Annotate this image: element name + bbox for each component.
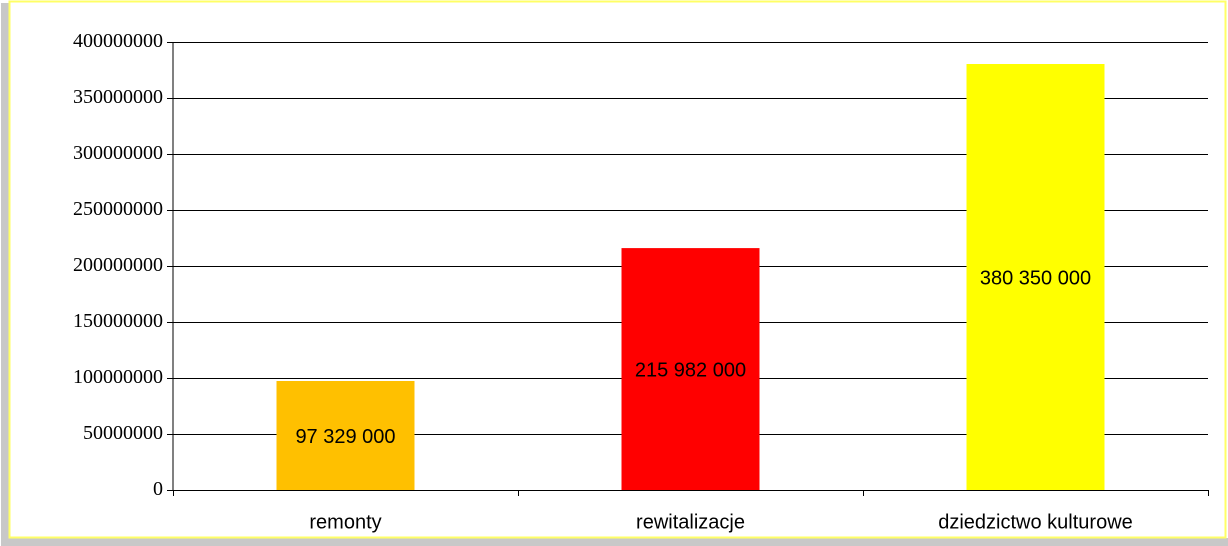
bars (276, 64, 1105, 491)
bar (276, 380, 415, 490)
frame (8, 0, 1227, 539)
y-tick-label: 0 (153, 478, 163, 500)
y-tick-label: 400000000 (73, 30, 163, 52)
frame-shadow (1, 538, 1228, 546)
y-tick-label: 350000000 (73, 86, 163, 108)
y-tick-label: 150000000 (73, 310, 163, 332)
axes (167, 42, 1209, 496)
value-label: 97 329 000 (295, 426, 395, 448)
y-tick-label: 50000000 (83, 422, 163, 444)
y-tick-label: 300000000 (73, 142, 163, 164)
frame-shadow (1, 3, 9, 546)
value-label: 215 982 000 (635, 359, 746, 381)
x-tick-label: remonty (309, 511, 381, 533)
x-tick-label: dziedzictwo kulturowe (938, 511, 1133, 533)
labels: 0 50000000 100000000 150000000 200000000 2500… (73, 30, 1133, 533)
x-tick-label: rewitalizacje (636, 511, 745, 533)
y-tick-label: 200000000 (73, 254, 163, 276)
bar (966, 64, 1105, 491)
y-tick-label: 100000000 (73, 366, 163, 388)
bar (621, 248, 760, 490)
y-tick-label: 250000000 (73, 198, 163, 220)
value-label: 380 350 000 (980, 267, 1091, 289)
